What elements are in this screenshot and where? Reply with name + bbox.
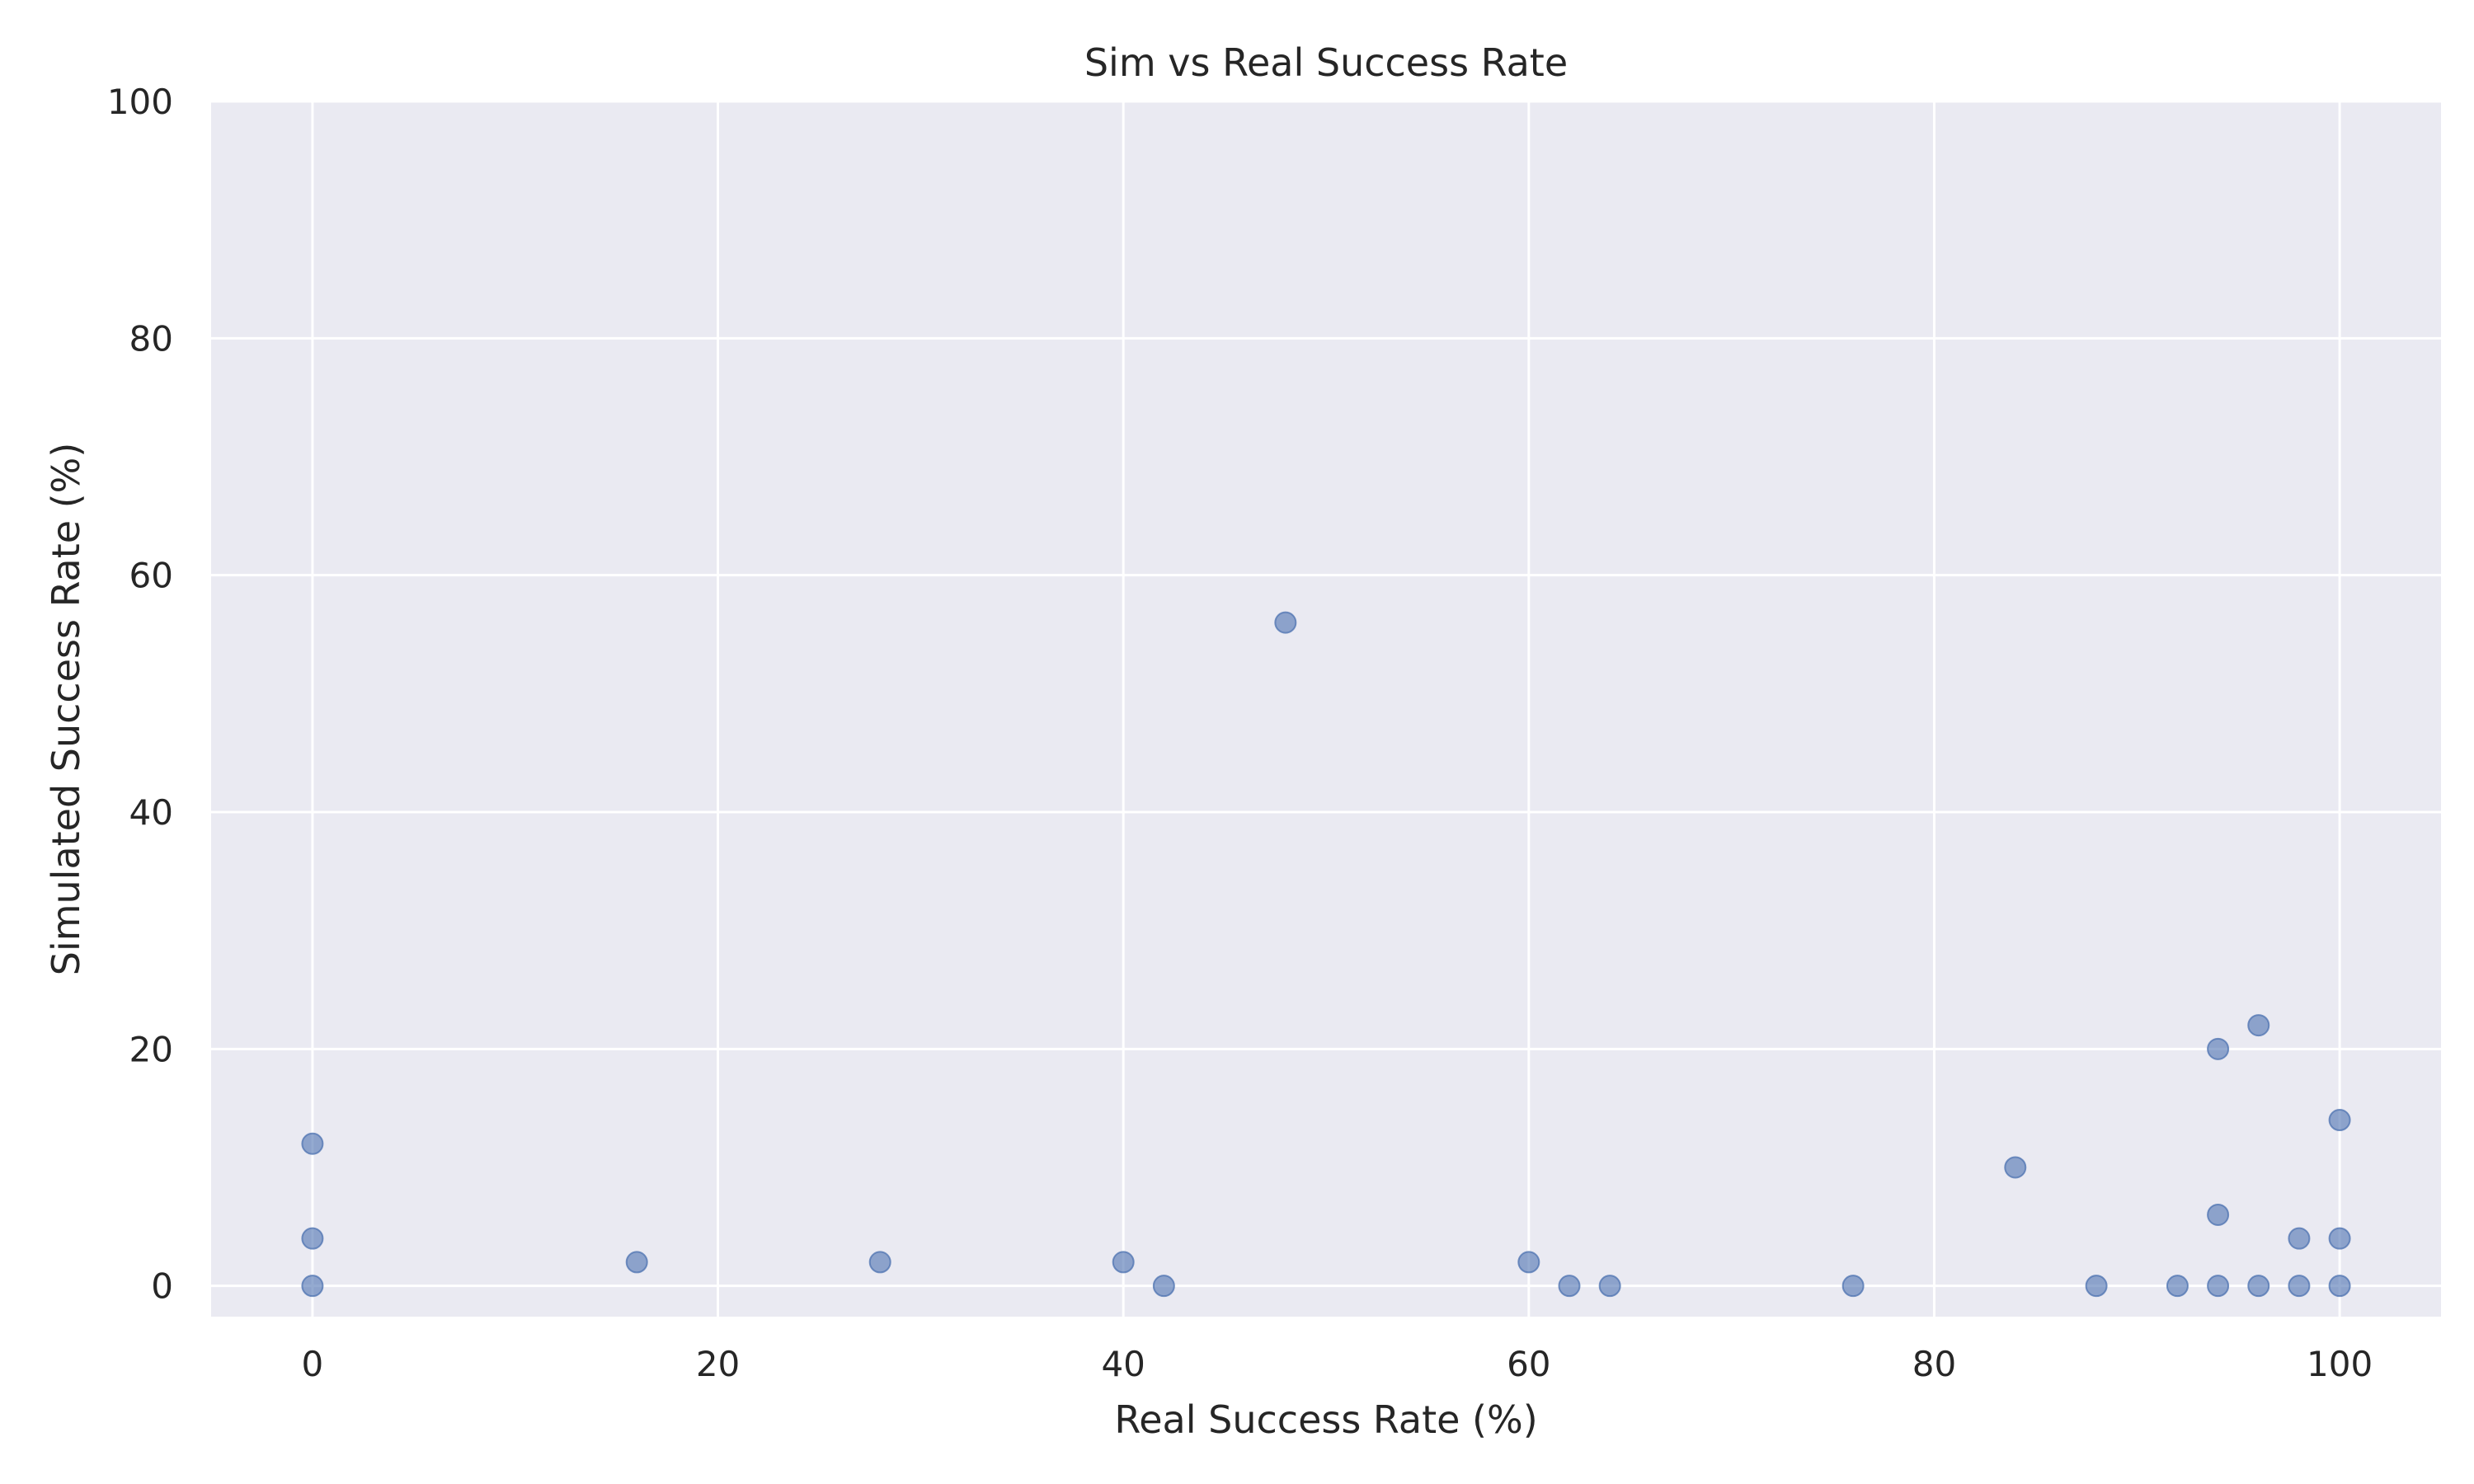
y-tick-label: 0 <box>151 1266 173 1307</box>
scatter-point <box>2207 1037 2230 1060</box>
scatter-point <box>1152 1275 1175 1298</box>
scatter-point <box>2247 1275 2270 1298</box>
scatter-point <box>625 1251 648 1274</box>
y-tick-label: 20 <box>129 1029 173 1069</box>
chart-title: Sim vs Real Success Rate <box>1084 40 1568 85</box>
y-tick-label: 100 <box>107 82 173 122</box>
scatter-point <box>2207 1275 2230 1298</box>
scatter-point <box>2328 1227 2351 1250</box>
scatter-point <box>2247 1014 2270 1037</box>
x-tick-label: 60 <box>1507 1344 1550 1384</box>
scatter-point <box>1841 1275 1865 1298</box>
scatter-point <box>1558 1275 1581 1298</box>
scatter-point <box>301 1227 324 1250</box>
scatter-point <box>2288 1275 2311 1298</box>
x-tick-label: 100 <box>2307 1344 2373 1384</box>
scatter-point <box>301 1132 324 1155</box>
scatter-point <box>301 1275 324 1298</box>
y-tick-label: 40 <box>129 792 173 833</box>
x-tick-label: 0 <box>302 1344 324 1384</box>
scatter-point <box>1274 611 1297 634</box>
y-tick-label: 60 <box>129 556 173 596</box>
x-tick-label: 20 <box>696 1344 740 1384</box>
scatter-point <box>2207 1203 2230 1226</box>
y-axis-label: Simulated Success Rate (%) <box>44 443 88 976</box>
scatter-point <box>2288 1227 2311 1250</box>
plot-area-background <box>211 101 2441 1317</box>
data-points <box>301 611 2351 1298</box>
scatter-point <box>1112 1251 1135 1274</box>
scatter-point <box>2004 1156 2027 1179</box>
scatter-point <box>2328 1275 2351 1298</box>
scatter-point <box>1517 1251 1540 1274</box>
grid-lines <box>211 100 2441 1317</box>
x-tick-label: 80 <box>1912 1344 1956 1384</box>
tick-labels: 0 20 40 60 80 100 0 20 40 60 80 100 <box>107 82 2373 1384</box>
scatter-point <box>868 1251 891 1274</box>
x-axis-label: Real Success Rate (%) <box>1114 1397 1537 1442</box>
y-tick-label: 80 <box>129 318 173 359</box>
x-tick-label: 40 <box>1101 1344 1145 1384</box>
scatter-point <box>2085 1275 2108 1298</box>
scatter-point <box>2328 1109 2351 1132</box>
scatter-point <box>1598 1275 1621 1298</box>
scatter-point <box>2166 1275 2189 1298</box>
